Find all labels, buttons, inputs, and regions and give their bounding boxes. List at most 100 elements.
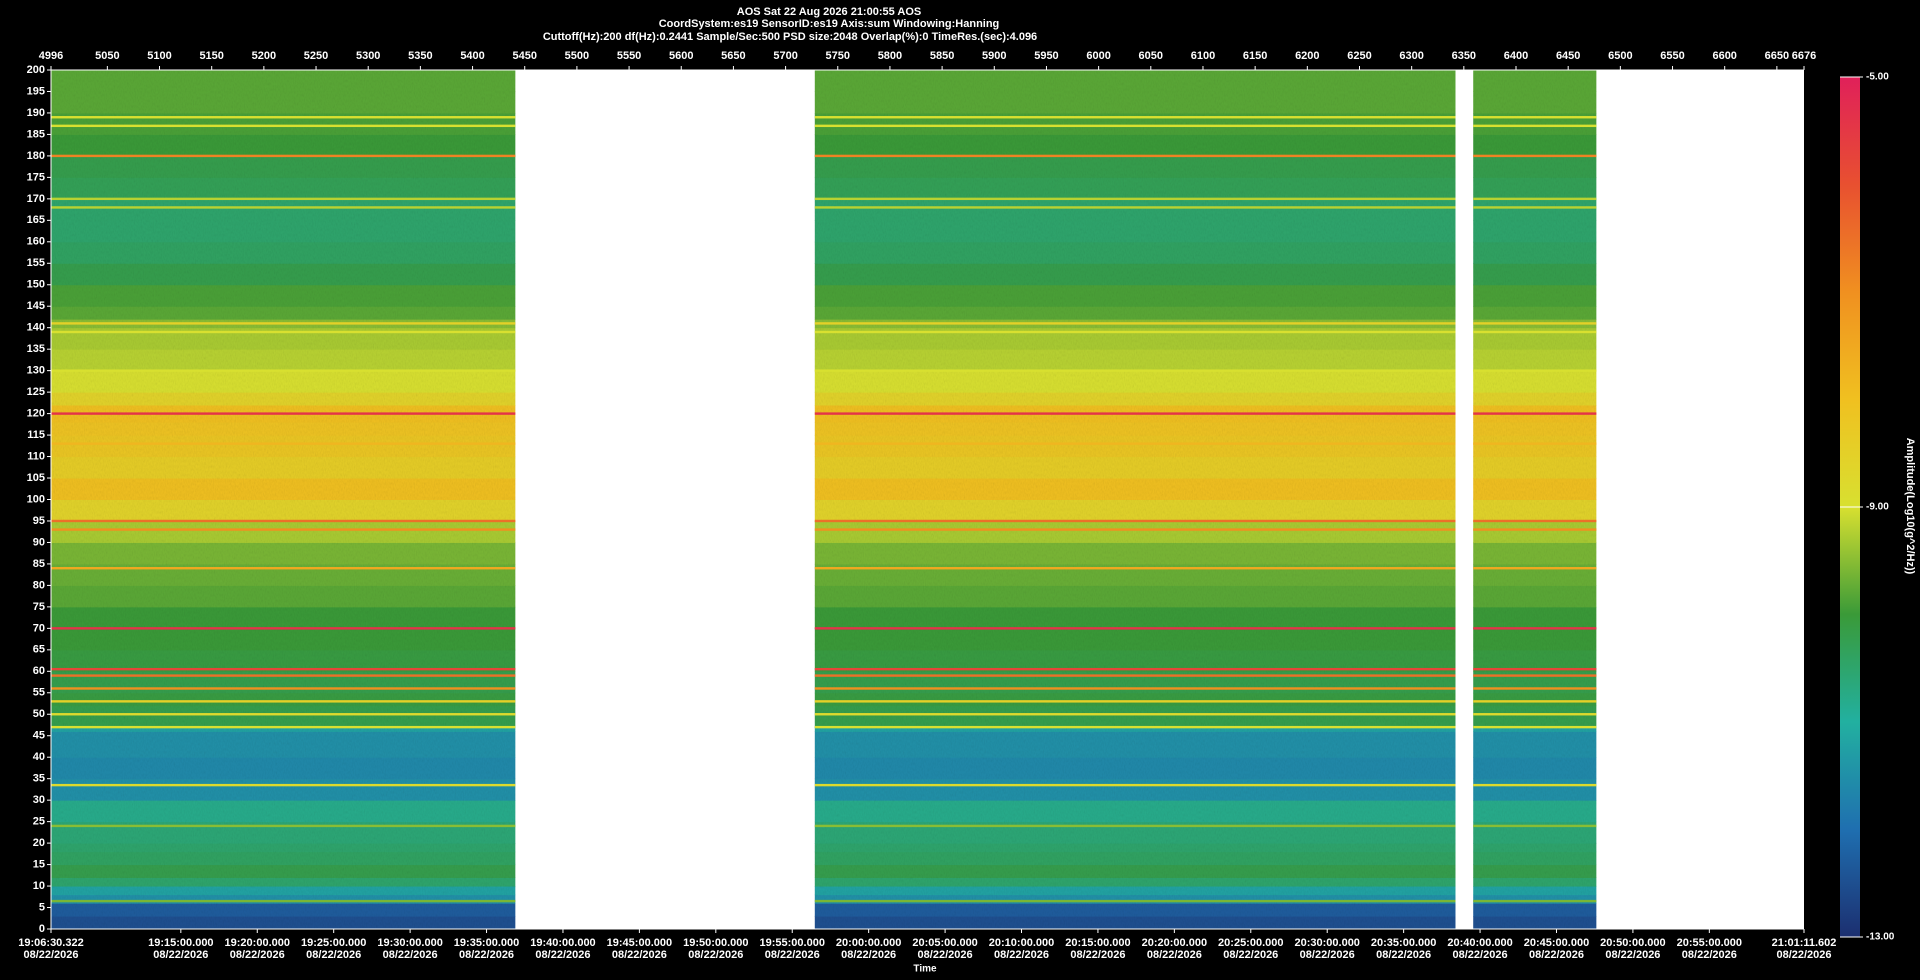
x-tick-label: 20:45:00.000 (1524, 937, 1589, 949)
colorbar-tick-label: -13.00 (1866, 932, 1895, 943)
x-tick-date: 08/22/2026 (1223, 949, 1278, 961)
x-tick-label: 19:50:00.000 (683, 937, 748, 949)
y-tick-label: 175 (27, 171, 45, 183)
x-tick-label: 19:15:00.000 (148, 937, 213, 949)
y-tick-label: 20 (33, 837, 45, 849)
x-tick-label: 20:15:00.000 (1065, 937, 1130, 949)
y-tick-label: 150 (27, 279, 45, 291)
data-segment (51, 70, 516, 930)
x-tick-label: 19:40:00.000 (530, 937, 595, 949)
title-line: AOS Sat 22 Aug 2026 21:00:55 AOS (737, 6, 921, 18)
tone-line (51, 116, 516, 119)
tone-line (51, 528, 516, 531)
x-tick-label: 19:06:30.322 (18, 937, 83, 949)
tone-line (51, 667, 516, 671)
top-tick-label: 6450 (1556, 50, 1580, 62)
y-tick-label: 120 (27, 408, 45, 420)
tone-line (1473, 713, 1597, 716)
tone-line (1473, 824, 1597, 828)
top-tick-label: 4996 (39, 50, 63, 62)
tone-line (1473, 627, 1597, 630)
top-tick-label: 6650 (1765, 50, 1789, 62)
y-tick-label: 75 (33, 601, 45, 613)
tone-line (814, 124, 1456, 128)
x-tick-label: 20:50:00.000 (1600, 937, 1665, 949)
tone-line (1473, 725, 1597, 729)
tone-line (1473, 667, 1597, 671)
tone-line (814, 442, 1456, 445)
x-tick-label: 20:30:00.000 (1294, 937, 1359, 949)
tone-line (51, 567, 516, 570)
y-tick-label: 5 (39, 901, 45, 913)
y-tick-label: 45 (33, 730, 45, 742)
y-tick-label: 140 (27, 322, 45, 334)
x-tick-date: 08/22/2026 (230, 949, 285, 961)
x-tick-date: 08/22/2026 (459, 949, 514, 961)
y-tick-label: 155 (27, 257, 45, 269)
tone-line (51, 369, 516, 372)
title-line: Cuttoff(Hz):200 df(Hz):0.2441 Sample/Sec… (543, 31, 1037, 43)
x-tick-label: 20:55:00.000 (1677, 937, 1742, 949)
y-tick-label: 40 (33, 751, 45, 763)
top-tick-label: 5950 (1034, 50, 1058, 62)
tone-line (814, 627, 1456, 630)
x-tick-label: 19:20:00.000 (225, 937, 290, 949)
tone-line (1473, 783, 1597, 787)
x-tick-label: 19:55:00.000 (760, 937, 825, 949)
top-tick-label: 6250 (1347, 50, 1371, 62)
x-axis-label: Time (913, 964, 937, 975)
tone-line (1473, 442, 1597, 445)
top-tick-label: 6000 (1086, 50, 1110, 62)
tone-line (51, 687, 516, 690)
top-tick-label: 5900 (982, 50, 1006, 62)
y-tick-label: 70 (33, 622, 45, 634)
x-tick-date: 08/22/2026 (1376, 949, 1431, 961)
top-tick-label: 6100 (1191, 50, 1215, 62)
x-tick-label: 20:25:00.000 (1218, 937, 1283, 949)
x-tick-date: 08/22/2026 (1682, 949, 1737, 961)
top-tick-label: 6600 (1712, 50, 1736, 62)
y-tick-label: 15 (33, 858, 45, 870)
y-tick-label: 80 (33, 579, 45, 591)
tone-line (1473, 519, 1597, 523)
x-tick-date: 08/22/2026 (1300, 949, 1355, 961)
y-tick-label: 95 (33, 515, 45, 527)
y-tick-label: 125 (27, 386, 45, 398)
tone-line (814, 674, 1456, 677)
tone-line (1473, 899, 1597, 903)
tone-line (814, 322, 1456, 325)
y-tick-label: 180 (27, 150, 45, 162)
top-tick-label: 6550 (1660, 50, 1684, 62)
colorbar-tick-label: -5.00 (1866, 72, 1889, 83)
y-tick-label: 25 (33, 816, 45, 828)
tone-line (51, 197, 516, 201)
y-tick-label: 135 (27, 343, 45, 355)
y-tick-label: 165 (27, 214, 45, 226)
tone-line (51, 412, 516, 415)
tone-line (51, 824, 516, 828)
x-tick-date: 08/22/2026 (383, 949, 438, 961)
tone-line (51, 627, 516, 630)
tone-line (1473, 197, 1597, 201)
x-tick-date: 08/22/2026 (306, 949, 361, 961)
tone-line (814, 783, 1456, 787)
tone-line (1473, 674, 1597, 677)
tone-line (1473, 330, 1597, 334)
tone-line (814, 824, 1456, 828)
colorbar-tick-label: -9.00 (1866, 502, 1889, 513)
tone-line (1473, 567, 1597, 570)
y-tick-label: 50 (33, 708, 45, 720)
x-tick-date: 08/22/2026 (765, 949, 820, 961)
tone-line (814, 369, 1456, 372)
y-tick-label: 115 (27, 429, 45, 441)
x-tick-date: 08/22/2026 (688, 949, 743, 961)
x-tick-date: 08/22/2026 (1147, 949, 1202, 961)
tone-line (51, 899, 516, 903)
x-tick-label: 19:30:00.000 (377, 937, 442, 949)
top-tick-label: 5800 (878, 50, 902, 62)
top-tick-label: 5250 (304, 50, 328, 62)
tone-line (51, 442, 516, 445)
top-tick-label: 5150 (199, 50, 223, 62)
y-tick-label: 55 (33, 687, 45, 699)
